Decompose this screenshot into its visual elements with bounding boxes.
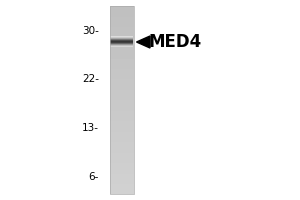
Text: MED4: MED4 xyxy=(148,33,202,51)
Bar xyxy=(110,6,134,194)
Polygon shape xyxy=(136,36,150,48)
Text: 13-: 13- xyxy=(82,123,99,133)
Text: 22-: 22- xyxy=(82,74,99,84)
Text: 6-: 6- xyxy=(88,172,99,182)
Text: 30-: 30- xyxy=(82,26,99,36)
